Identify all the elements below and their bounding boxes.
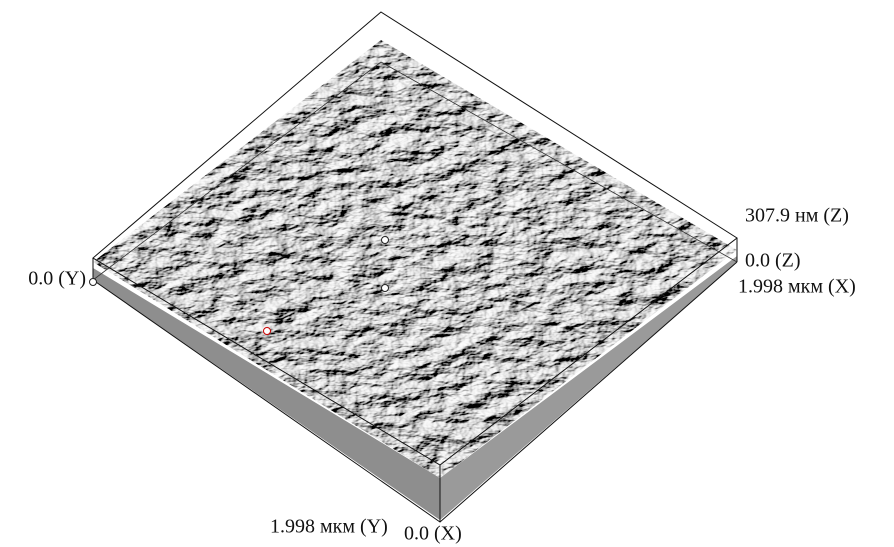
marker: [382, 285, 389, 292]
z-max-label: 307.9 нм (Z): [745, 205, 849, 227]
marker: [382, 237, 389, 244]
x-max-label: 1.998 мкм (X): [738, 276, 856, 298]
x-min-label: 0.0 (X): [404, 523, 462, 545]
afm-figure: 307.9 нм (Z) 0.0 (Z) 1.998 мкм (X) 0.0 (…: [0, 0, 894, 547]
y-min-label: 0.0 (Y): [28, 268, 86, 290]
marker: [264, 328, 271, 335]
marker: [90, 279, 97, 286]
y-max-label: 1.998 мкм (Y): [270, 516, 388, 538]
surface: [93, 40, 737, 478]
z-min-label: 0.0 (Z): [745, 250, 801, 272]
